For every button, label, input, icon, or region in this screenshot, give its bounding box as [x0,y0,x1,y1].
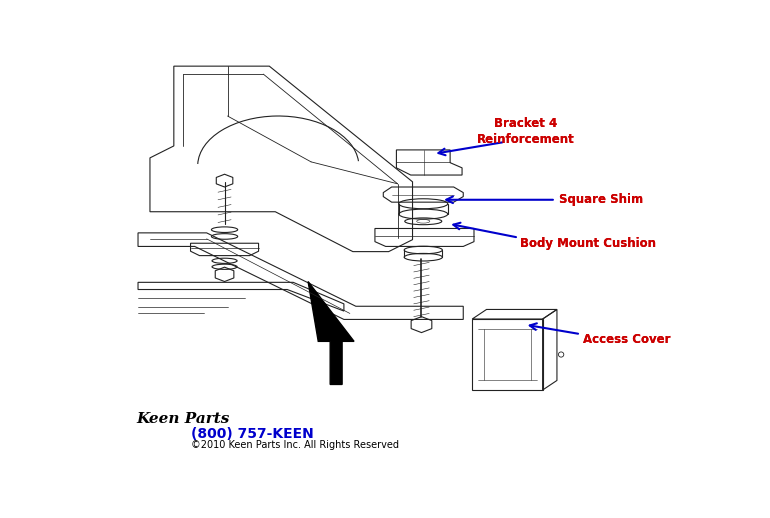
Text: Body Mount Cushion: Body Mount Cushion [520,237,656,250]
Text: ©2010 Keen Parts Inc. All Rights Reserved: ©2010 Keen Parts Inc. All Rights Reserve… [190,440,399,450]
Text: Square Shim: Square Shim [559,193,643,206]
Text: (800) 757-KEEN: (800) 757-KEEN [190,427,313,441]
Text: Bracket 4
Reinforcement: Bracket 4 Reinforcement [477,118,574,147]
Text: Access Cover: Access Cover [583,333,670,346]
Text: Access Cover: Access Cover [583,333,670,346]
Bar [472,319,543,390]
Polygon shape [308,282,354,384]
Text: Body Mount Cushion: Body Mount Cushion [520,237,656,250]
Text: Square Shim: Square Shim [559,193,643,206]
Text: Keen Parts: Keen Parts [137,412,230,426]
Text: Bracket 4
Reinforcement: Bracket 4 Reinforcement [477,118,574,147]
